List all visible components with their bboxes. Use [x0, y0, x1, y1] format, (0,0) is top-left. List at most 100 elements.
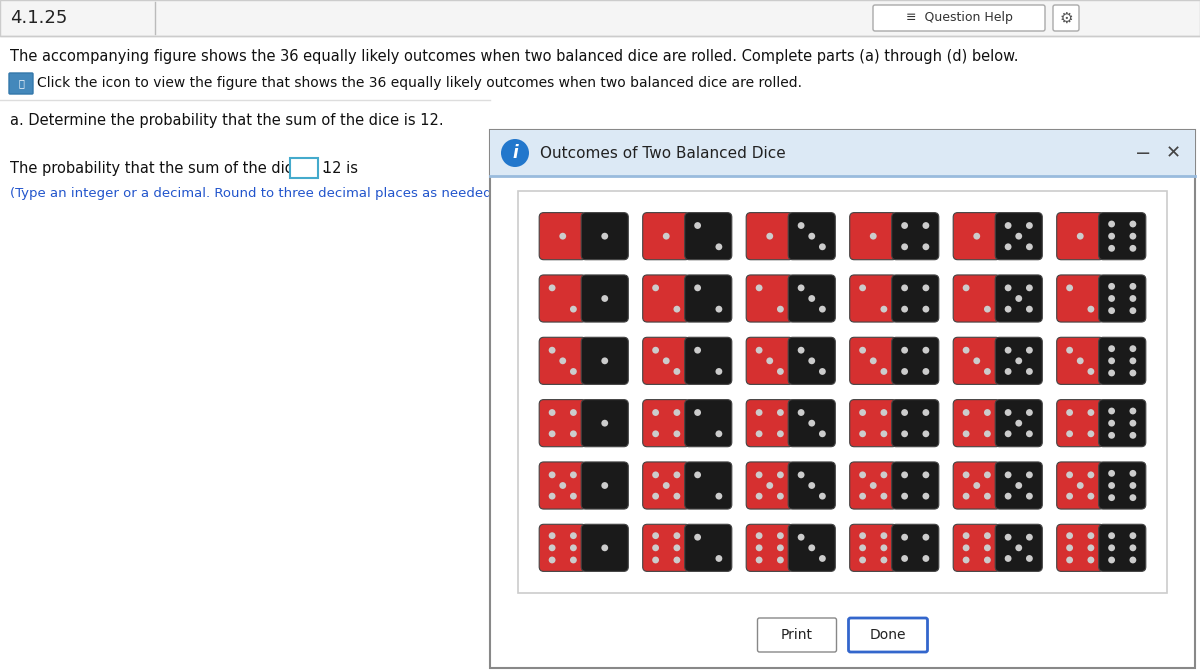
- FancyBboxPatch shape: [1099, 213, 1146, 260]
- Circle shape: [570, 493, 577, 500]
- Circle shape: [984, 430, 991, 437]
- Circle shape: [984, 493, 991, 500]
- FancyBboxPatch shape: [539, 275, 587, 322]
- Circle shape: [776, 556, 784, 564]
- FancyBboxPatch shape: [995, 338, 1043, 384]
- Circle shape: [870, 358, 877, 364]
- Circle shape: [694, 222, 701, 229]
- Circle shape: [1066, 544, 1073, 552]
- Circle shape: [548, 409, 556, 416]
- FancyBboxPatch shape: [643, 213, 690, 260]
- FancyBboxPatch shape: [10, 73, 34, 94]
- Circle shape: [652, 430, 659, 437]
- FancyBboxPatch shape: [995, 462, 1043, 509]
- FancyBboxPatch shape: [685, 462, 732, 509]
- Circle shape: [962, 544, 970, 552]
- Circle shape: [694, 347, 701, 354]
- Circle shape: [809, 295, 815, 302]
- Circle shape: [881, 409, 887, 416]
- FancyBboxPatch shape: [788, 524, 835, 572]
- Circle shape: [901, 347, 908, 354]
- Circle shape: [559, 233, 566, 240]
- Circle shape: [548, 556, 556, 564]
- Circle shape: [756, 532, 762, 539]
- Circle shape: [818, 555, 826, 562]
- Circle shape: [859, 544, 866, 552]
- Circle shape: [559, 358, 566, 364]
- FancyBboxPatch shape: [953, 275, 1001, 322]
- Circle shape: [809, 358, 815, 364]
- Circle shape: [1129, 295, 1136, 302]
- FancyBboxPatch shape: [643, 524, 690, 572]
- FancyBboxPatch shape: [788, 213, 835, 260]
- Circle shape: [715, 368, 722, 375]
- Circle shape: [1004, 555, 1012, 562]
- Bar: [518, 191, 1166, 593]
- Circle shape: [548, 544, 556, 552]
- Circle shape: [1087, 409, 1094, 416]
- Circle shape: [694, 409, 701, 416]
- Circle shape: [1108, 358, 1115, 364]
- Circle shape: [662, 482, 670, 489]
- FancyBboxPatch shape: [892, 213, 938, 260]
- Circle shape: [859, 493, 866, 500]
- FancyBboxPatch shape: [685, 275, 732, 322]
- Circle shape: [559, 482, 566, 489]
- Circle shape: [1026, 409, 1033, 416]
- Circle shape: [776, 409, 784, 416]
- Circle shape: [652, 532, 659, 539]
- Circle shape: [901, 244, 908, 250]
- Circle shape: [818, 493, 826, 500]
- Circle shape: [1066, 556, 1073, 564]
- Circle shape: [1026, 533, 1033, 541]
- Circle shape: [673, 544, 680, 552]
- Circle shape: [715, 555, 722, 562]
- Circle shape: [1004, 472, 1012, 478]
- Circle shape: [818, 368, 826, 375]
- FancyBboxPatch shape: [788, 275, 835, 322]
- Circle shape: [776, 532, 784, 539]
- Text: a. Determine the probability that the sum of the dice is 12.: a. Determine the probability that the su…: [10, 113, 444, 127]
- Circle shape: [1066, 285, 1073, 291]
- Circle shape: [798, 409, 804, 416]
- FancyBboxPatch shape: [643, 338, 690, 384]
- Circle shape: [1129, 420, 1136, 427]
- FancyBboxPatch shape: [953, 524, 1001, 572]
- FancyBboxPatch shape: [850, 213, 896, 260]
- Text: (Type an integer or a decimal. Round to three decimal places as needed.): (Type an integer or a decimal. Round to …: [10, 187, 500, 199]
- Circle shape: [570, 544, 577, 552]
- Circle shape: [901, 472, 908, 478]
- Circle shape: [673, 493, 680, 500]
- FancyBboxPatch shape: [995, 275, 1043, 322]
- Circle shape: [570, 409, 577, 416]
- Circle shape: [673, 430, 680, 437]
- Circle shape: [1129, 358, 1136, 364]
- FancyBboxPatch shape: [539, 213, 587, 260]
- Circle shape: [1108, 370, 1115, 376]
- Circle shape: [1004, 409, 1012, 416]
- Circle shape: [601, 420, 608, 427]
- Circle shape: [1108, 470, 1115, 477]
- Circle shape: [1066, 472, 1073, 478]
- Circle shape: [715, 430, 722, 437]
- FancyBboxPatch shape: [850, 275, 896, 322]
- Circle shape: [652, 493, 659, 500]
- Circle shape: [859, 472, 866, 478]
- FancyBboxPatch shape: [1099, 462, 1146, 509]
- Circle shape: [673, 556, 680, 564]
- Circle shape: [1026, 222, 1033, 229]
- FancyBboxPatch shape: [746, 462, 793, 509]
- FancyBboxPatch shape: [850, 400, 896, 447]
- Circle shape: [1129, 544, 1136, 552]
- Circle shape: [1108, 245, 1115, 252]
- FancyBboxPatch shape: [788, 462, 835, 509]
- Circle shape: [1108, 482, 1115, 489]
- FancyBboxPatch shape: [953, 462, 1001, 509]
- Circle shape: [1066, 430, 1073, 437]
- Circle shape: [1129, 495, 1136, 501]
- Circle shape: [1004, 244, 1012, 250]
- FancyBboxPatch shape: [848, 618, 928, 652]
- Circle shape: [715, 306, 722, 313]
- Circle shape: [859, 556, 866, 564]
- FancyBboxPatch shape: [1099, 524, 1146, 572]
